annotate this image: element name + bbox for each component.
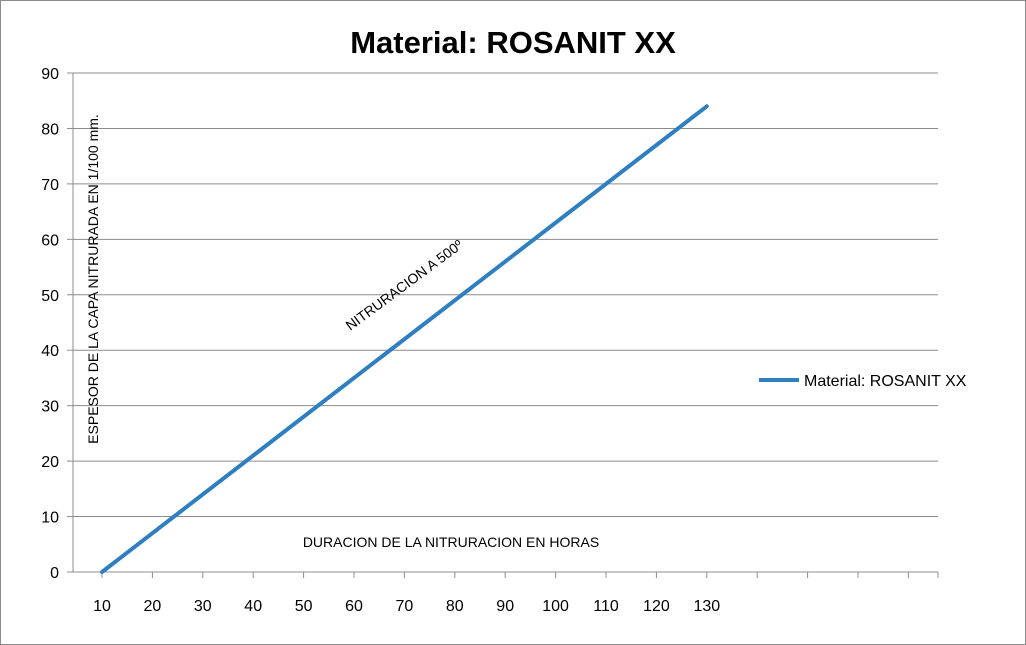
y-tick-label: 30: [41, 399, 59, 416]
x-tick-label: 110: [593, 598, 619, 615]
chart-title: Material: ROSANIT XX: [350, 25, 676, 60]
x-tick-label: 20: [144, 598, 162, 615]
x-tick-label: 100: [542, 598, 569, 615]
legend-label: Material: ROSANIT XX: [804, 373, 967, 390]
x-tick-label: 90: [496, 598, 514, 615]
x-axis-ticks: 10 20 30 40 50 60 70 80 90 100 110 120 130: [93, 572, 939, 615]
axes: [72, 73, 938, 573]
series-group: [100, 104, 709, 574]
x-tick-label: 70: [396, 598, 414, 615]
x-tick-label: 60: [345, 598, 363, 615]
series-line: [100, 104, 709, 574]
y-axis-label: ESPESOR DE LA CAPA NITRURADA EN 1/100 mm…: [85, 114, 101, 444]
x-tick-label: 80: [446, 598, 464, 615]
x-axis-label: DURACION DE LA NITRURACION EN HORAS: [303, 534, 599, 550]
x-tick-label: 10: [93, 598, 111, 615]
y-tick-label: 10: [41, 510, 59, 527]
y-tick-label: 60: [41, 232, 59, 249]
y-tick-label: 80: [41, 121, 59, 138]
y-tick-label: 90: [41, 66, 59, 83]
y-axis-ticks: 0 10 20 30 40 50 60 70 80 90: [41, 66, 73, 582]
legend: Material: ROSANIT XX: [759, 373, 967, 390]
x-tick-label: 120: [643, 598, 670, 615]
x-tick-label: 50: [295, 598, 313, 615]
x-tick-label: 130: [693, 598, 720, 615]
annotation-label: NITRURACION A 500º: [342, 237, 465, 334]
y-tick-label: 70: [41, 177, 59, 194]
y-tick-label: 50: [41, 288, 59, 305]
y-tick-label: 20: [41, 454, 59, 471]
y-tick-label: 0: [50, 565, 59, 582]
y-tick-label: 40: [41, 343, 59, 360]
grid-lines: [73, 72, 938, 518]
x-tick-label: 30: [194, 598, 212, 615]
x-tick-label: 40: [244, 598, 262, 615]
